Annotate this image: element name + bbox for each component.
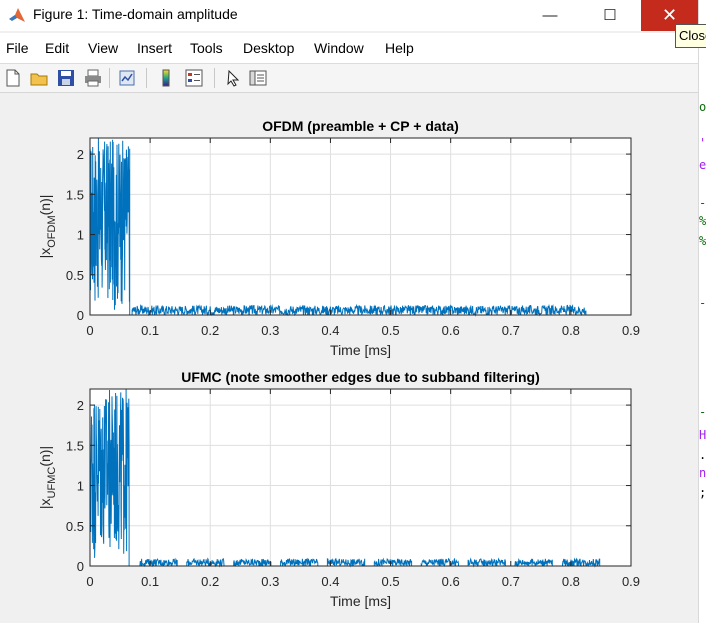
toolbar-separator	[109, 68, 110, 88]
editor-code-char: ;	[699, 486, 706, 500]
x-tick-label: 0.9	[622, 574, 640, 589]
x-tick-label: 0.9	[622, 323, 640, 338]
menu-window[interactable]: Window	[314, 40, 364, 56]
editor-code-char: e	[699, 158, 706, 172]
figure-canvas[interactable]: 0 0.1 0.2 0.3 0.4 0.5 0.6 0.7 0.8 0.9 0 0.5 1 1.5 2 OFD…	[0, 93, 698, 623]
x-tick-label: 0.4	[321, 574, 339, 589]
menu-view[interactable]: View	[88, 40, 119, 56]
x-tick-label: 0.3	[261, 574, 279, 589]
x-tick-label: 0	[86, 323, 93, 338]
x-tick-label: 0.7	[502, 574, 520, 589]
editor-code-char: %	[699, 234, 706, 248]
editor-strip	[698, 0, 706, 623]
window-title: Figure 1: Time-domain amplitude	[33, 6, 238, 22]
menu-file[interactable]: File	[6, 40, 29, 56]
x-tick-label: 0.4	[321, 323, 339, 338]
x-tick-label: 0.5	[382, 574, 400, 589]
toolbar	[0, 64, 698, 93]
y-tick-label: 0.5	[66, 519, 84, 534]
y-tick-label: 2	[77, 147, 84, 162]
print-icon[interactable]	[84, 69, 102, 87]
x-tick-label: 0.8	[562, 574, 580, 589]
menu-tools[interactable]: Tools	[190, 40, 223, 56]
matlab-logo-icon	[9, 8, 25, 22]
menu-edit[interactable]: Edit	[45, 40, 70, 56]
y-tick-label: 0.5	[66, 268, 84, 283]
axes-background[interactable]	[90, 389, 631, 566]
x-tick-label: 0.2	[201, 574, 219, 589]
title-bar[interactable]: Figure 1: Time-domain amplitude — ☐ ✕	[0, 0, 698, 31]
pointer-icon[interactable]	[224, 69, 242, 87]
editor-code-char: n	[699, 466, 706, 480]
x-tick-label: 0.1	[141, 574, 159, 589]
maximize-icon: ☐	[603, 7, 617, 24]
x-tick-label: 0.1	[141, 323, 159, 338]
x-tick-label: 0.8	[562, 323, 580, 338]
editor-code-char: H	[699, 428, 706, 442]
y-tick-label: 0	[77, 308, 84, 323]
x-tick-label: 0.2	[201, 323, 219, 338]
close-icon: ✕	[661, 5, 678, 25]
menu-bar: File Edit View Insert Tools Desktop Wind…	[0, 33, 698, 64]
y-axis-label: |xOFDM(n)|	[37, 195, 58, 259]
save-icon[interactable]	[57, 69, 75, 87]
x-tick-label: 0	[86, 574, 93, 589]
editor-code-char: o	[699, 100, 706, 114]
editor-code-char: -	[699, 196, 706, 210]
x-axis-label: Time [ms]	[330, 342, 391, 358]
editor-code-char: %	[699, 214, 706, 228]
menu-desktop[interactable]: Desktop	[243, 40, 295, 56]
new-figure-icon[interactable]	[4, 69, 22, 87]
y-tick-label: 2	[77, 398, 84, 413]
y-tick-label: 0	[77, 559, 84, 574]
maximize-button[interactable]: ☐	[587, 0, 633, 31]
close-button[interactable]: ✕	[641, 0, 698, 31]
y-tick-label: 1.5	[66, 187, 84, 202]
y-tick-label: 1	[77, 479, 84, 494]
y-tick-label: 1	[77, 228, 84, 243]
menu-insert[interactable]: Insert	[137, 40, 173, 56]
minimize-icon: —	[542, 7, 558, 24]
toolbar-separator	[146, 68, 147, 88]
signal-line	[89, 388, 601, 568]
plot-title: OFDM (preamble + CP + data)	[262, 118, 459, 134]
x-tick-label: 0.3	[261, 323, 279, 338]
menu-help[interactable]: Help	[385, 40, 414, 56]
editor-code-char: -	[699, 296, 706, 310]
colorbar-icon[interactable]	[157, 69, 175, 87]
x-axis-label: Time [ms]	[330, 593, 391, 609]
minimize-button[interactable]: —	[527, 0, 573, 31]
x-tick-label: 0.6	[442, 574, 460, 589]
y-tick-label: 1.5	[66, 438, 84, 453]
open-file-icon[interactable]	[30, 69, 48, 87]
axes-frame	[89, 388, 632, 567]
editor-code-char: .	[699, 448, 706, 462]
legend-icon[interactable]	[185, 69, 203, 87]
axes-background[interactable]	[90, 138, 631, 315]
x-tick-label: 0.5	[382, 323, 400, 338]
close-tooltip: Close	[675, 24, 706, 48]
axes-frame	[89, 137, 632, 316]
editor-code-char: -	[699, 405, 706, 419]
plot-title: UFMC (note smoother edges due to subband…	[181, 369, 540, 385]
toolbar-separator	[214, 68, 215, 88]
editor-code-char: '	[699, 136, 706, 150]
property-inspector-icon[interactable]	[249, 69, 267, 87]
x-tick-label: 0.7	[502, 323, 520, 338]
x-tick-label: 0.6	[442, 323, 460, 338]
link-plot-icon[interactable]	[118, 69, 136, 87]
y-axis-label: |xUFMC(n)|	[37, 446, 58, 509]
